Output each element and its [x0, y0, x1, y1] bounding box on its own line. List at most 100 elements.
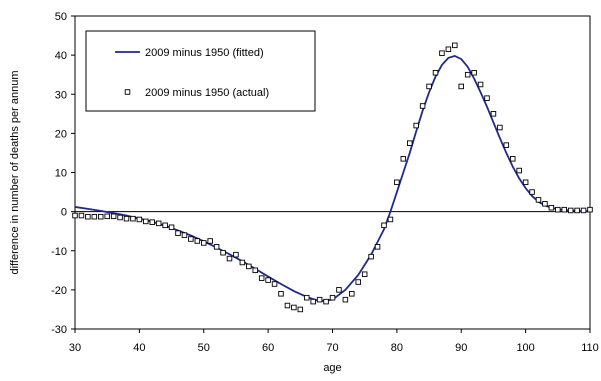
- actual-data-point: [97, 213, 104, 220]
- actual-data-point: [394, 179, 400, 186]
- legend-box: [85, 30, 316, 112]
- actual-data-point: [323, 298, 329, 305]
- actual-data-point: [149, 219, 155, 225]
- actual-data-point: [555, 206, 561, 213]
- actual-data-point: [580, 207, 587, 214]
- actual-data-point: [181, 232, 188, 238]
- actual-data-point: [439, 50, 445, 56]
- x-tick-label: 90: [455, 342, 467, 354]
- actual-data-point: [361, 271, 368, 277]
- x-tick-label: 60: [262, 342, 274, 354]
- actual-data-point: [117, 214, 123, 221]
- y-tick-label: -30: [51, 324, 67, 336]
- actual-data-point: [85, 213, 91, 220]
- actual-data-point: [168, 224, 175, 231]
- actual-data-point: [297, 306, 304, 313]
- y-axis-title: difference in number of deaths per annum: [9, 70, 21, 274]
- actual-data-point: [252, 267, 258, 274]
- actual-data-point: [464, 71, 471, 78]
- actual-data-point: [587, 206, 593, 213]
- actual-data-point: [226, 255, 233, 262]
- y-tick-label: 10: [55, 168, 67, 180]
- actual-data-point: [316, 296, 323, 303]
- actual-data-point: [194, 238, 201, 244]
- actual-data-point: [188, 236, 194, 242]
- x-tick-label: 80: [391, 342, 403, 354]
- actual-data-point: [213, 244, 220, 250]
- actual-data-point: [407, 140, 413, 146]
- actual-data-point: [143, 218, 149, 225]
- x-tick-label: 100: [516, 342, 534, 354]
- actual-data-point: [162, 222, 168, 229]
- actual-data-point: [233, 251, 239, 258]
- y-tick-label: -10: [51, 246, 67, 258]
- actual-data-point: [239, 259, 246, 266]
- x-tick-label: 30: [69, 342, 81, 354]
- x-tick-label: 40: [133, 342, 145, 354]
- actual-data-point: [72, 212, 78, 219]
- actual-data-point: [278, 291, 284, 297]
- y-tick-label: 30: [55, 89, 67, 101]
- actual-data-point: [484, 95, 490, 101]
- actual-data-point: [246, 263, 252, 270]
- actual-data-point: [516, 167, 522, 174]
- actual-data-point: [413, 122, 419, 129]
- actual-data-point: [497, 124, 503, 131]
- legend-label-actual: 2009 minus 1950 (actual): [145, 87, 269, 99]
- actual-data-point: [284, 302, 291, 309]
- y-tick-label: 50: [55, 11, 67, 23]
- actual-data-point: [400, 156, 407, 162]
- actual-data-point: [471, 69, 477, 76]
- actual-data-point: [477, 81, 484, 88]
- actual-data-point: [445, 46, 452, 53]
- actual-data-point: [258, 275, 265, 281]
- actual-data-point: [336, 287, 342, 293]
- actual-data-point: [155, 220, 162, 227]
- actual-data-point: [342, 296, 349, 303]
- legend-actual-swatch: [124, 89, 131, 95]
- x-tick-label: 70: [326, 342, 338, 354]
- actual-data-point: [291, 304, 297, 311]
- actual-data-point: [432, 69, 439, 76]
- actual-data-point: [104, 213, 110, 220]
- actual-data-point: [503, 142, 510, 148]
- actual-data-point: [271, 281, 278, 287]
- actual-data-point: [207, 238, 213, 244]
- actual-data-point: [175, 230, 181, 236]
- legend: 2009 minus 1950 (fitted) 2009 minus 1950…: [85, 30, 316, 112]
- actual-data-point: [510, 156, 516, 162]
- actual-data-point: [220, 249, 226, 256]
- y-tick-label: 20: [55, 128, 67, 140]
- actual-data-point: [490, 111, 497, 117]
- actual-data-point: [381, 222, 387, 229]
- actual-data-point: [200, 240, 207, 246]
- y-axis: 50 40 30 20 10 0 -10 -20 -30: [51, 11, 75, 336]
- x-tick-label: 110: [581, 342, 599, 354]
- actual-data-point: [78, 212, 85, 219]
- actual-data-point: [529, 189, 535, 195]
- y-tick-label: 40: [55, 50, 67, 62]
- actual-data-point: [542, 201, 548, 207]
- actual-data-point: [130, 215, 136, 222]
- actual-data-point: [310, 298, 316, 305]
- actual-data-point: [548, 204, 555, 211]
- y-tick-label: 0: [61, 207, 67, 219]
- actual-data-point: [535, 197, 542, 203]
- actual-data-point: [329, 294, 336, 301]
- actual-data-point: [419, 103, 426, 109]
- actual-data-point: [355, 279, 362, 285]
- actual-data-point: [349, 291, 355, 297]
- actual-data-point: [522, 179, 529, 186]
- actual-data-point: [110, 213, 117, 220]
- x-axis-title: age: [323, 362, 341, 374]
- actual-data-point: [561, 206, 568, 213]
- actual-data-point: [426, 83, 432, 90]
- fitted-series-line: [74, 54, 591, 303]
- actual-data-point: [574, 207, 580, 214]
- actual-data-point: [452, 42, 458, 49]
- actual-data-point: [567, 207, 574, 214]
- legend-label-fitted: 2009 minus 1950 (fitted): [145, 47, 264, 59]
- actual-data-point: [123, 215, 130, 222]
- x-tick-label: 50: [198, 342, 210, 354]
